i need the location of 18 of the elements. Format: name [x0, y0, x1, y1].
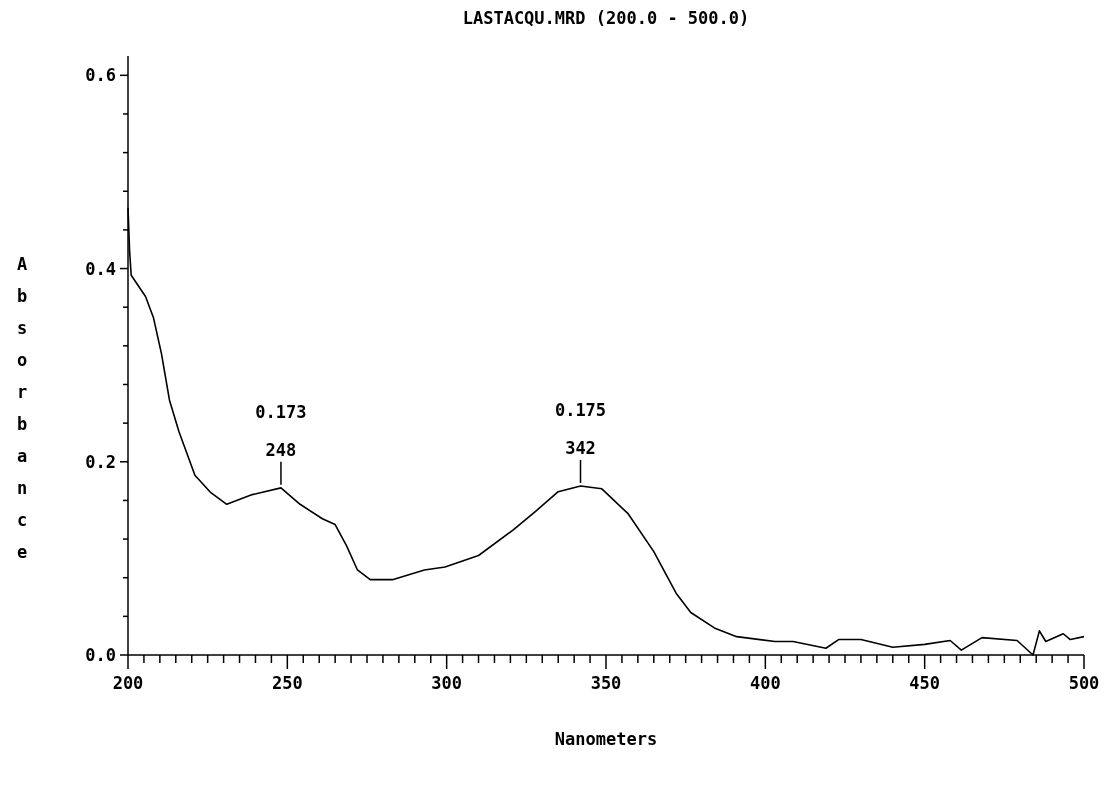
y-tick-label: 0.2 [85, 451, 116, 472]
x-tick-label: 350 [590, 673, 622, 693]
x-tick-label: 200 [112, 673, 144, 693]
chart-title: LASTACQU.MRD (200.0 - 500.0) [462, 8, 750, 28]
x-tick-label: 300 [431, 673, 463, 693]
x-tick-label: 500 [1068, 673, 1100, 693]
x-tick-label: 450 [909, 673, 941, 693]
annotation: 248 [265, 439, 297, 460]
x-axis-title: Nanometers [554, 729, 658, 749]
y-tick-label: 0.6 [85, 65, 116, 86]
annotation: 0.173 [255, 401, 307, 422]
text: Absorbance [16, 254, 28, 562]
y-tick-label: 0.4 [85, 258, 116, 279]
y-tick-label: 0.0 [85, 645, 116, 665]
annotation: 342 [565, 437, 596, 458]
annotation: 0.175 [554, 399, 607, 420]
x-tick-label: 400 [749, 673, 781, 693]
x-tick-label: 250 [271, 673, 303, 693]
